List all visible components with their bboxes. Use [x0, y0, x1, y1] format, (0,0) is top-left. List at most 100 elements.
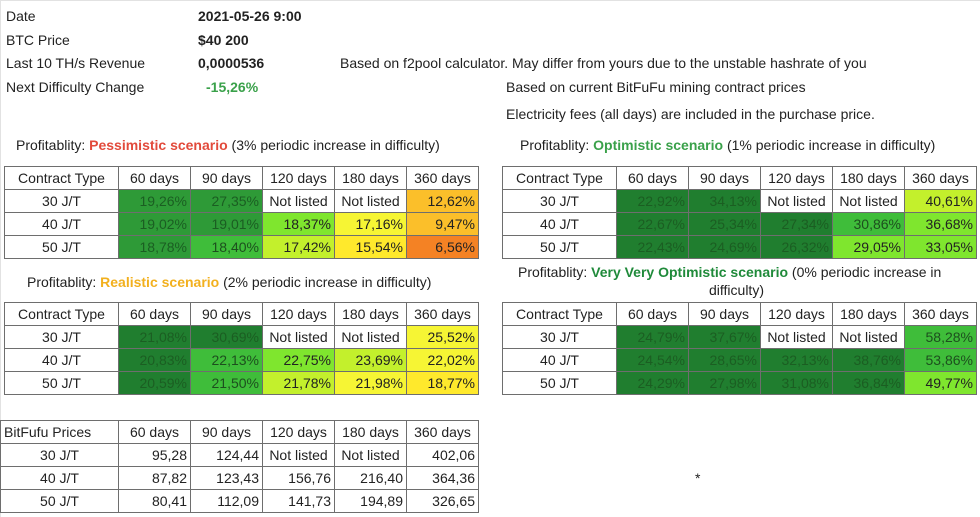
data-cell[interactable]: 18,78%: [118, 235, 191, 259]
data-cell[interactable]: Not listed: [262, 189, 335, 213]
data-cell[interactable]: 17,16%: [334, 212, 407, 236]
header-cell[interactable]: 120 days: [760, 166, 833, 190]
data-cell[interactable]: 17,42%: [262, 235, 335, 259]
data-cell[interactable]: 29,05%: [832, 235, 905, 259]
row-label[interactable]: 50 J/T: [502, 371, 617, 395]
btc-price-value[interactable]: $40 200: [198, 32, 249, 48]
data-cell[interactable]: Not listed: [262, 325, 335, 349]
data-cell[interactable]: 25,52%: [406, 325, 479, 349]
data-cell[interactable]: 21,50%: [190, 371, 263, 395]
data-cell[interactable]: 36,84%: [832, 371, 905, 395]
header-cell[interactable]: 180 days: [334, 302, 407, 326]
data-cell[interactable]: 22,13%: [190, 348, 263, 372]
header-cell[interactable]: 60 days: [616, 166, 689, 190]
header-cell[interactable]: 90 days: [190, 302, 263, 326]
header-cell[interactable]: 60 days: [118, 302, 191, 326]
data-cell[interactable]: 27,34%: [760, 212, 833, 236]
row-label[interactable]: 40 J/T: [4, 212, 119, 236]
data-cell[interactable]: 21,78%: [262, 371, 335, 395]
row-label[interactable]: 30 J/T: [502, 189, 617, 213]
data-cell[interactable]: 58,28%: [904, 325, 977, 349]
data-cell[interactable]: 27,98%: [688, 371, 761, 395]
data-cell[interactable]: 12,62%: [406, 189, 479, 213]
row-label[interactable]: 30 J/T: [0, 443, 119, 467]
data-cell[interactable]: 23,69%: [334, 348, 407, 372]
header-cell[interactable]: 60 days: [616, 302, 689, 326]
data-cell[interactable]: 124,44: [190, 443, 263, 467]
data-cell[interactable]: 33,05%: [904, 235, 977, 259]
header-cell[interactable]: 360 days: [406, 302, 479, 326]
header-cell[interactable]: 120 days: [262, 420, 335, 444]
data-cell[interactable]: 9,47%: [406, 212, 479, 236]
header-cell[interactable]: Contract Type: [4, 302, 119, 326]
data-cell[interactable]: 32,13%: [760, 348, 833, 372]
row-label[interactable]: 40 J/T: [502, 212, 617, 236]
row-label[interactable]: 50 J/T: [4, 235, 119, 259]
data-cell[interactable]: 30,69%: [190, 325, 263, 349]
row-label[interactable]: 40 J/T: [502, 348, 617, 372]
header-cell[interactable]: 120 days: [262, 166, 335, 190]
data-cell[interactable]: 326,65: [406, 489, 479, 513]
asterisk-cell[interactable]: *: [695, 470, 701, 486]
data-cell[interactable]: 18,37%: [262, 212, 335, 236]
data-cell[interactable]: 141,73: [262, 489, 335, 513]
data-cell[interactable]: Not listed: [334, 189, 407, 213]
data-cell[interactable]: 364,36: [406, 466, 479, 490]
row-label[interactable]: 50 J/T: [0, 489, 119, 513]
data-cell[interactable]: 34,13%: [688, 189, 761, 213]
header-cell[interactable]: 360 days: [406, 420, 479, 444]
data-cell[interactable]: 20,83%: [118, 348, 191, 372]
data-cell[interactable]: 37,67%: [688, 325, 761, 349]
data-cell[interactable]: 19,02%: [118, 212, 191, 236]
header-cell[interactable]: 90 days: [190, 166, 263, 190]
header-cell[interactable]: 360 days: [904, 166, 977, 190]
data-cell[interactable]: 19,01%: [190, 212, 263, 236]
header-cell[interactable]: 90 days: [190, 420, 263, 444]
row-label[interactable]: 40 J/T: [4, 348, 119, 372]
data-cell[interactable]: 156,76: [262, 466, 335, 490]
data-cell[interactable]: 27,35%: [190, 189, 263, 213]
data-cell[interactable]: 30,86%: [832, 212, 905, 236]
header-cell[interactable]: 120 days: [262, 302, 335, 326]
data-cell[interactable]: 22,67%: [616, 212, 689, 236]
data-cell[interactable]: 24,69%: [688, 235, 761, 259]
row-label[interactable]: 30 J/T: [502, 325, 617, 349]
header-cell[interactable]: 180 days: [832, 166, 905, 190]
data-cell[interactable]: 194,89: [334, 489, 407, 513]
row-label[interactable]: 50 J/T: [4, 371, 119, 395]
header-cell[interactable]: 120 days: [760, 302, 833, 326]
data-cell[interactable]: 18,40%: [190, 235, 263, 259]
data-cell[interactable]: 95,28: [118, 443, 191, 467]
header-cell[interactable]: Contract Type: [502, 302, 617, 326]
data-cell[interactable]: 112,09: [190, 489, 263, 513]
header-cell[interactable]: 180 days: [334, 166, 407, 190]
header-cell[interactable]: 60 days: [118, 420, 191, 444]
row-label[interactable]: 30 J/T: [4, 189, 119, 213]
data-cell[interactable]: 24,29%: [616, 371, 689, 395]
data-cell[interactable]: Not listed: [832, 189, 905, 213]
data-cell[interactable]: 26,32%: [760, 235, 833, 259]
data-cell[interactable]: Not listed: [760, 189, 833, 213]
data-cell[interactable]: Not listed: [832, 325, 905, 349]
data-cell[interactable]: 21,98%: [334, 371, 407, 395]
header-cell[interactable]: 90 days: [688, 166, 761, 190]
header-cell[interactable]: BitFufu Prices: [0, 420, 119, 444]
data-cell[interactable]: 15,54%: [334, 235, 407, 259]
data-cell[interactable]: 21,08%: [118, 325, 191, 349]
data-cell[interactable]: 87,82: [118, 466, 191, 490]
data-cell[interactable]: 19,26%: [118, 189, 191, 213]
data-cell[interactable]: Not listed: [334, 325, 407, 349]
header-cell[interactable]: 180 days: [832, 302, 905, 326]
row-label[interactable]: 30 J/T: [4, 325, 119, 349]
data-cell[interactable]: 6,56%: [406, 235, 479, 259]
data-cell[interactable]: 22,43%: [616, 235, 689, 259]
data-cell[interactable]: 123,43: [190, 466, 263, 490]
data-cell[interactable]: 28,65%: [688, 348, 761, 372]
data-cell[interactable]: Not listed: [262, 443, 335, 467]
data-cell[interactable]: 40,61%: [904, 189, 977, 213]
data-cell[interactable]: Not listed: [334, 443, 407, 467]
data-cell[interactable]: 20,59%: [118, 371, 191, 395]
data-cell[interactable]: 24,79%: [616, 325, 689, 349]
data-cell[interactable]: Not listed: [760, 325, 833, 349]
revenue-value[interactable]: 0,0000536: [198, 55, 265, 71]
